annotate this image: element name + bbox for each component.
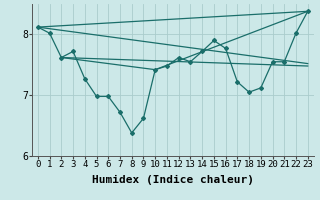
X-axis label: Humidex (Indice chaleur): Humidex (Indice chaleur) <box>92 175 254 185</box>
